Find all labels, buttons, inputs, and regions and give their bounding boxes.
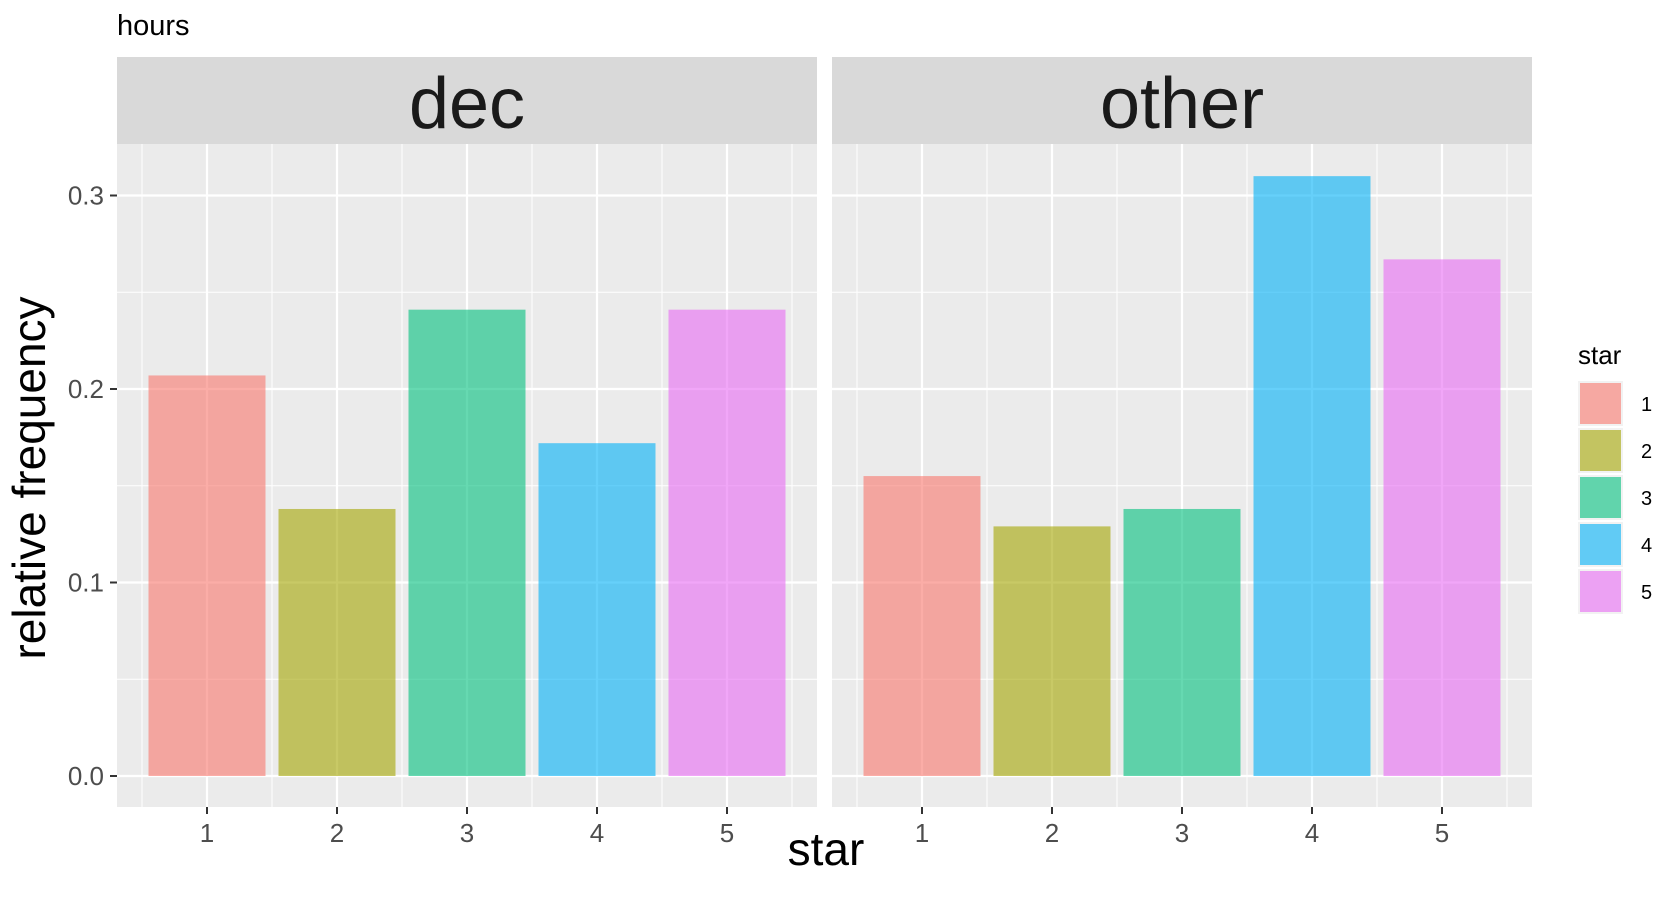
y-axis: 0.0 0.1 0.2 0.3 xyxy=(68,181,117,791)
y-tick-label: 0.0 xyxy=(68,761,104,791)
panel-label: other xyxy=(1100,64,1264,144)
bar-other-4 xyxy=(1253,176,1371,776)
legend-label: 4 xyxy=(1641,535,1652,557)
x-tick-label: 1 xyxy=(915,818,929,848)
legend: star 1 2 3 4 5 xyxy=(1578,340,1652,614)
bar-other-2 xyxy=(993,526,1111,776)
bar-dec-5 xyxy=(668,309,786,776)
bar-dec-4 xyxy=(538,443,656,776)
panel-strip xyxy=(832,57,1532,144)
legend-swatch-1 xyxy=(1580,383,1621,424)
bar-dec-3 xyxy=(408,309,526,776)
legend-label: 2 xyxy=(1641,441,1652,463)
x-tick-label: 2 xyxy=(1045,818,1059,848)
panel-1: other 1 2 3 4 5 xyxy=(832,57,1532,848)
x-tick-label: 3 xyxy=(460,818,474,848)
x-tick-label: 2 xyxy=(330,818,344,848)
x-tick-label: 5 xyxy=(1435,818,1449,848)
x-tick-label: 4 xyxy=(1305,818,1319,848)
x-axis-title: star xyxy=(788,823,865,875)
panel-strip xyxy=(117,57,817,144)
panel-0: dec 1 2 3 4 5 xyxy=(117,57,817,848)
y-tick-label: 0.1 xyxy=(68,568,104,598)
plot-title: hours xyxy=(117,10,190,42)
bar-other-5 xyxy=(1383,259,1501,777)
x-tick-label: 3 xyxy=(1175,818,1189,848)
y-tick-label: 0.2 xyxy=(68,374,104,404)
panel-label: dec xyxy=(409,64,525,144)
legend-title: star xyxy=(1578,340,1622,370)
legend-label: 5 xyxy=(1641,582,1652,604)
x-tick-label: 5 xyxy=(720,818,734,848)
x-tick-label: 4 xyxy=(590,818,604,848)
legend-swatch-4 xyxy=(1580,524,1621,565)
y-tick-label: 0.3 xyxy=(68,181,104,211)
bar-other-3 xyxy=(1123,508,1241,776)
y-axis-title: relative frequency xyxy=(3,296,55,659)
legend-label: 3 xyxy=(1641,488,1652,510)
bar-dec-1 xyxy=(148,375,266,776)
x-tick-label: 1 xyxy=(200,818,214,848)
legend-swatch-3 xyxy=(1580,477,1621,518)
bar-other-1 xyxy=(863,476,981,776)
bar-dec-2 xyxy=(278,508,396,776)
legend-swatch-2 xyxy=(1580,430,1621,471)
panels: dec 1 2 3 4 5 other 1 2 3 4 5 xyxy=(117,57,1532,848)
legend-swatch-5 xyxy=(1580,571,1621,612)
legend-label: 1 xyxy=(1641,394,1652,416)
